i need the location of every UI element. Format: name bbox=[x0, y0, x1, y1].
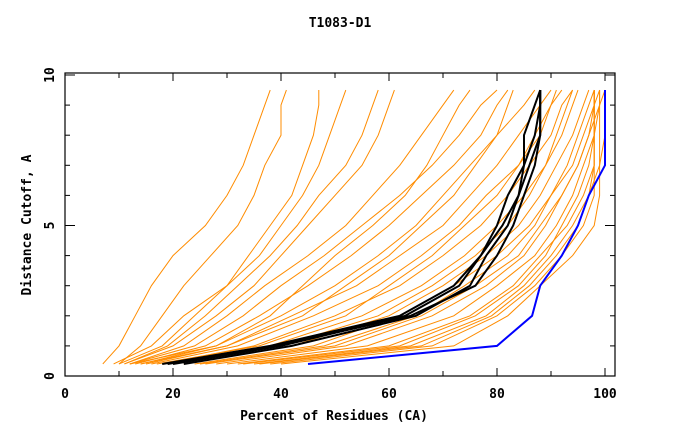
x-tick-label: 0 bbox=[61, 387, 69, 402]
model-curve bbox=[145, 89, 552, 365]
model-curve bbox=[205, 90, 601, 365]
model-curve bbox=[124, 89, 395, 365]
model-curve bbox=[199, 89, 595, 365]
x-tick-label: 100 bbox=[593, 387, 617, 402]
model-curve bbox=[162, 89, 574, 365]
model-curve bbox=[129, 89, 455, 365]
y-tick-label: 0 bbox=[43, 372, 58, 380]
model-curve bbox=[270, 90, 595, 365]
x-tick-label: 20 bbox=[165, 387, 181, 402]
chart-title: T1083-D1 bbox=[309, 16, 372, 31]
model-curve bbox=[280, 90, 601, 365]
axis-ticks: 0 20 40 60 80 100 0 5 10 bbox=[43, 67, 617, 402]
y-tick-label: 10 bbox=[43, 67, 58, 83]
model-curve bbox=[118, 89, 287, 365]
y-axis-label: Distance Cutoff, A bbox=[20, 154, 35, 295]
model-curve bbox=[135, 89, 509, 365]
model-curve bbox=[118, 89, 347, 365]
x-tick-label: 40 bbox=[273, 387, 289, 402]
model-curve bbox=[113, 90, 320, 365]
model-curve bbox=[129, 89, 498, 365]
x-tick-label: 60 bbox=[381, 387, 397, 402]
model-curve bbox=[216, 90, 595, 365]
plot-frame bbox=[64, 72, 616, 377]
model-curve bbox=[140, 89, 536, 365]
model-curve bbox=[124, 89, 379, 365]
y-tick-label: 5 bbox=[43, 222, 58, 230]
model-curve bbox=[102, 89, 271, 365]
x-tick-label: 80 bbox=[489, 387, 505, 402]
model-curve bbox=[129, 89, 471, 365]
series-group bbox=[102, 89, 606, 365]
x-axis-label: Percent of Residues (CA) bbox=[240, 409, 428, 424]
highlight-curve bbox=[167, 90, 542, 365]
model-curve bbox=[243, 89, 606, 365]
highlight-curve bbox=[162, 90, 542, 365]
highlight-curve bbox=[183, 90, 542, 365]
model-curve bbox=[151, 89, 563, 365]
model-curve bbox=[140, 89, 514, 365]
best-curve bbox=[307, 90, 606, 365]
